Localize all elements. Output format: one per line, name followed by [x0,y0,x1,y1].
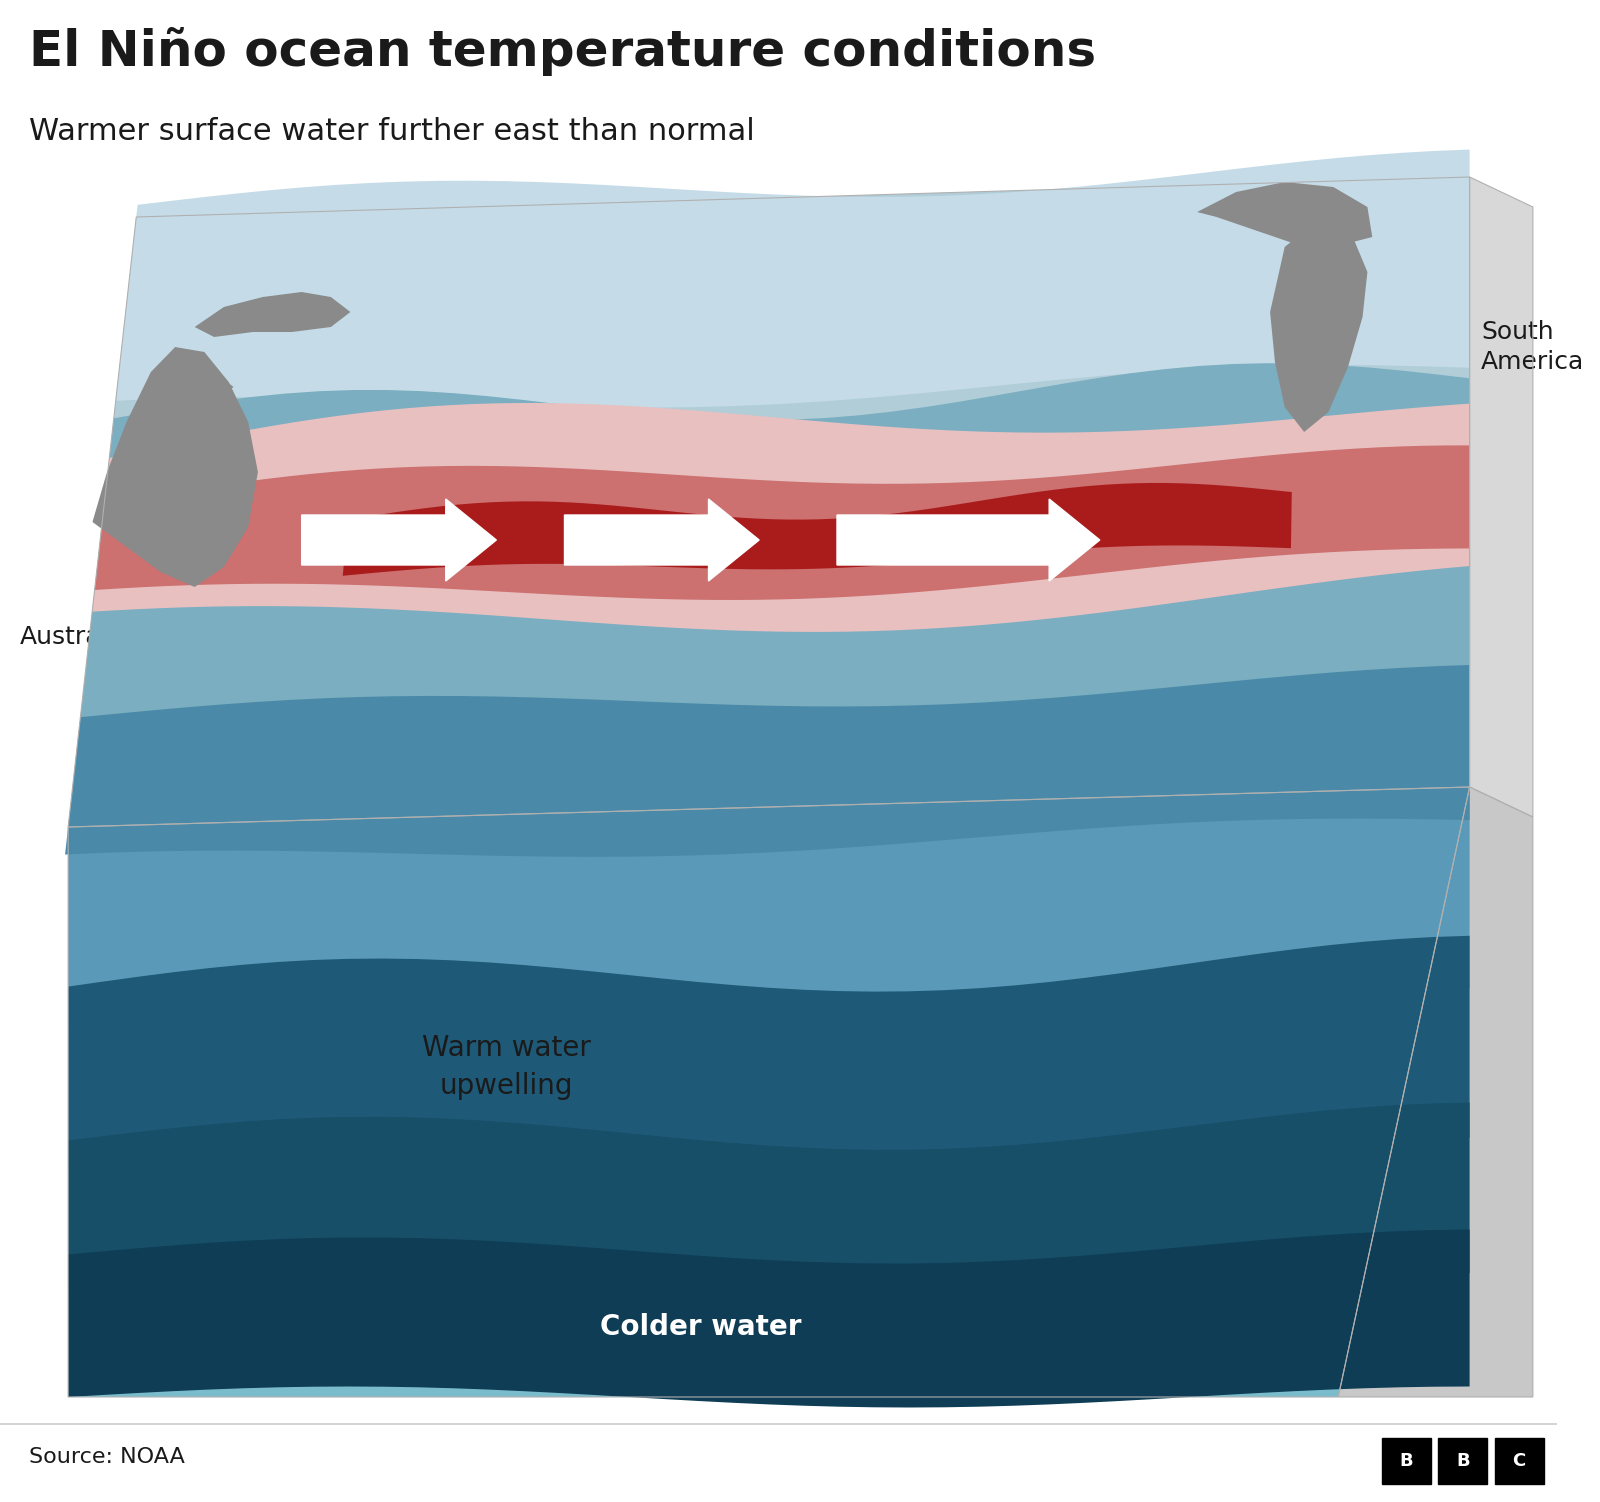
Polygon shape [1197,182,1373,246]
Polygon shape [94,446,1470,599]
FancyBboxPatch shape [1438,1437,1486,1484]
Text: C: C [1512,1452,1526,1470]
Polygon shape [69,769,1470,1026]
FancyBboxPatch shape [1382,1437,1430,1484]
FancyArrow shape [302,499,496,581]
Polygon shape [342,484,1291,575]
Polygon shape [93,347,258,587]
Polygon shape [165,372,234,407]
Text: North
America: North America [1318,180,1422,234]
Polygon shape [69,177,1470,828]
Polygon shape [69,476,1470,847]
Text: Australia: Australia [19,625,130,649]
FancyArrow shape [565,499,758,581]
FancyBboxPatch shape [1494,1437,1544,1484]
Text: South
America: South America [1482,320,1584,374]
Text: Warm water
upwelling: Warm water upwelling [422,1033,590,1099]
Polygon shape [69,1230,1470,1407]
Text: Source: NOAA: Source: NOAA [29,1446,186,1467]
Polygon shape [1270,222,1368,433]
Polygon shape [69,787,1470,1397]
Polygon shape [1470,177,1533,817]
Polygon shape [69,1102,1470,1304]
Polygon shape [99,363,1470,568]
Text: Pacific Ocean: Pacific Ocean [579,721,821,753]
Polygon shape [1338,787,1533,1397]
Text: Colder water: Colder water [600,1313,802,1341]
Polygon shape [93,403,1470,632]
FancyArrow shape [837,499,1099,581]
Polygon shape [115,150,1470,407]
Polygon shape [195,291,350,336]
Text: El Niño ocean temperature conditions: El Niño ocean temperature conditions [29,27,1096,77]
Text: B: B [1456,1452,1470,1470]
Polygon shape [66,665,1470,856]
Text: Warmer surface water further east than normal: Warmer surface water further east than n… [29,117,755,146]
Text: B: B [1400,1452,1413,1470]
Polygon shape [69,936,1470,1175]
